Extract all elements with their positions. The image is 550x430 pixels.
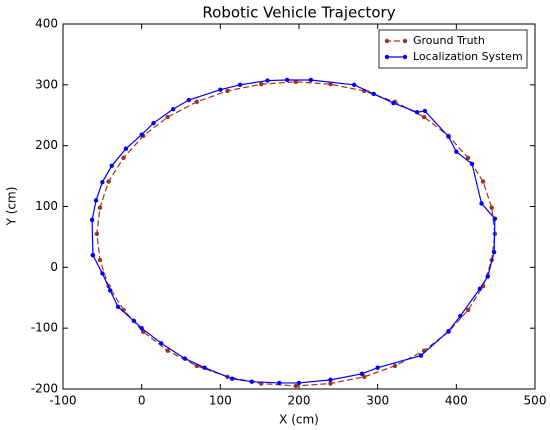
data-point [328,82,333,87]
data-point [359,371,365,376]
x-tick-label: 200 [288,394,311,408]
data-point [94,231,100,237]
data-point [225,88,230,94]
data-point [418,353,424,358]
x-tick-label: 500 [524,394,547,408]
data-point [90,252,96,258]
data-point [123,146,129,151]
data-point [328,381,333,386]
data-point [308,77,313,83]
chart-title: Robotic Vehicle Trajectory [202,4,395,22]
data-point [151,120,156,126]
data-point [100,271,105,276]
data-point [93,198,99,203]
data-point [115,304,121,310]
data-point [139,325,144,331]
data-point [89,217,95,223]
data-point [465,155,471,161]
data-point [121,155,126,161]
legend-box [378,29,528,69]
data-point [237,82,243,88]
y-tick-label: 100 [35,199,58,213]
y-tick-label: 400 [35,17,58,31]
data-point [285,77,290,83]
legend-marker [402,38,408,44]
data-point [265,78,270,83]
data-point [492,216,498,221]
data-point [485,274,490,279]
data-point [446,134,451,139]
data-point [375,365,380,370]
data-point [100,179,105,185]
data-point [296,380,302,386]
data-point [328,377,333,383]
data-point [108,288,113,293]
data-point [489,205,494,210]
data-point [97,257,103,263]
data-point [362,374,367,380]
data-point [469,161,475,167]
x-axis-label: X (cm) [279,413,319,427]
data-point [139,132,144,137]
data-point [229,376,235,381]
y-axis-label: Y (cm) [5,187,19,227]
y-tick-label: 300 [35,77,58,91]
data-point [392,363,398,369]
data-point [491,249,497,255]
legend-marker [384,54,390,60]
data-point [479,201,484,206]
x-tick-label: -100 [49,394,76,408]
data-point [421,114,427,120]
data-point [422,108,428,114]
x-tick-label: 0 [138,394,146,408]
data-point [293,79,299,84]
data-point [186,97,192,103]
data-point [202,365,207,370]
data-point [182,356,188,361]
data-point [371,91,376,97]
data-point [480,179,486,184]
y-tick-label: -200 [31,382,58,396]
data-point [159,341,164,346]
y-tick-label: 0 [50,260,58,274]
data-point [465,307,471,313]
data-point [293,383,299,389]
data-point [97,205,103,210]
data-point [477,286,483,291]
data-point [351,82,357,88]
y-tick-label: 200 [35,138,58,152]
legend-label: Ground Truth [413,34,485,47]
data-point [109,163,114,168]
data-point [414,110,420,115]
x-tick-label: 100 [209,394,232,408]
data-point [165,114,170,120]
data-point [218,87,223,92]
data-point [446,329,451,334]
data-point [391,100,396,106]
data-point [131,318,136,324]
data-point [106,179,111,184]
y-tick-label: -100 [31,321,58,335]
data-point [170,106,176,112]
legend-label: Localization System [413,50,523,63]
data-point [249,379,254,384]
data-point [277,380,282,386]
legend-marker [402,54,408,60]
plot-frame [62,23,536,390]
legend: Ground Truth Localization System [378,29,528,69]
data-point [454,149,459,154]
data-point [259,82,264,87]
data-point [194,99,199,105]
x-tick-label: 400 [445,394,468,408]
data-point [165,348,170,353]
legend-marker [384,38,390,44]
data-point [458,313,463,319]
x-tick-label: 300 [366,394,389,408]
